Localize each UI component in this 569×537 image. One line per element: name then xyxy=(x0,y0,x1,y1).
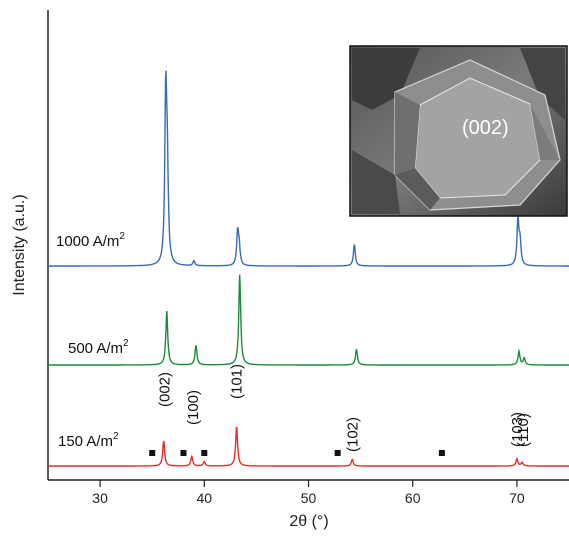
series-group xyxy=(48,70,569,467)
series-line-2 xyxy=(48,426,569,467)
y-axis-title: Intensity (a.u.) xyxy=(11,194,28,295)
x-tick-label: 60 xyxy=(405,490,421,506)
x-tick-label: 50 xyxy=(301,490,317,506)
series-label-1000: 1000 A/m2 xyxy=(56,231,125,250)
inset-label: (002) xyxy=(462,117,509,139)
peak-label: (002) xyxy=(157,372,174,407)
x-axis-title: 2θ (°) xyxy=(289,513,328,530)
peak-label: (110) xyxy=(515,413,532,447)
impurity-marker xyxy=(149,450,156,456)
impurity-marker xyxy=(180,450,187,456)
peak-label: (101) xyxy=(229,364,246,399)
series-line-0 xyxy=(48,70,569,267)
peak-label: (102) xyxy=(344,417,361,452)
x-ticks: 30 40 50 60 70 xyxy=(92,480,525,506)
x-tick-label: 40 xyxy=(197,490,213,506)
peak-labels: (002) (100) (101) (102) (103)(110) xyxy=(157,364,532,452)
peak-label: (100) xyxy=(185,390,202,425)
series-line-1 xyxy=(48,274,569,366)
x-tick-label: 70 xyxy=(509,490,525,506)
impurity-marker xyxy=(438,450,445,456)
impurity-marker xyxy=(334,450,341,456)
sem-inset-image: (002) xyxy=(349,45,568,217)
square-markers xyxy=(149,450,445,456)
x-tick-label: 30 xyxy=(92,490,108,506)
peak-label: (103) xyxy=(509,412,526,447)
impurity-marker xyxy=(201,450,208,456)
series-label-500: 500 A/m2 xyxy=(68,338,129,357)
series-label-150: 150 A/m2 xyxy=(58,431,119,450)
